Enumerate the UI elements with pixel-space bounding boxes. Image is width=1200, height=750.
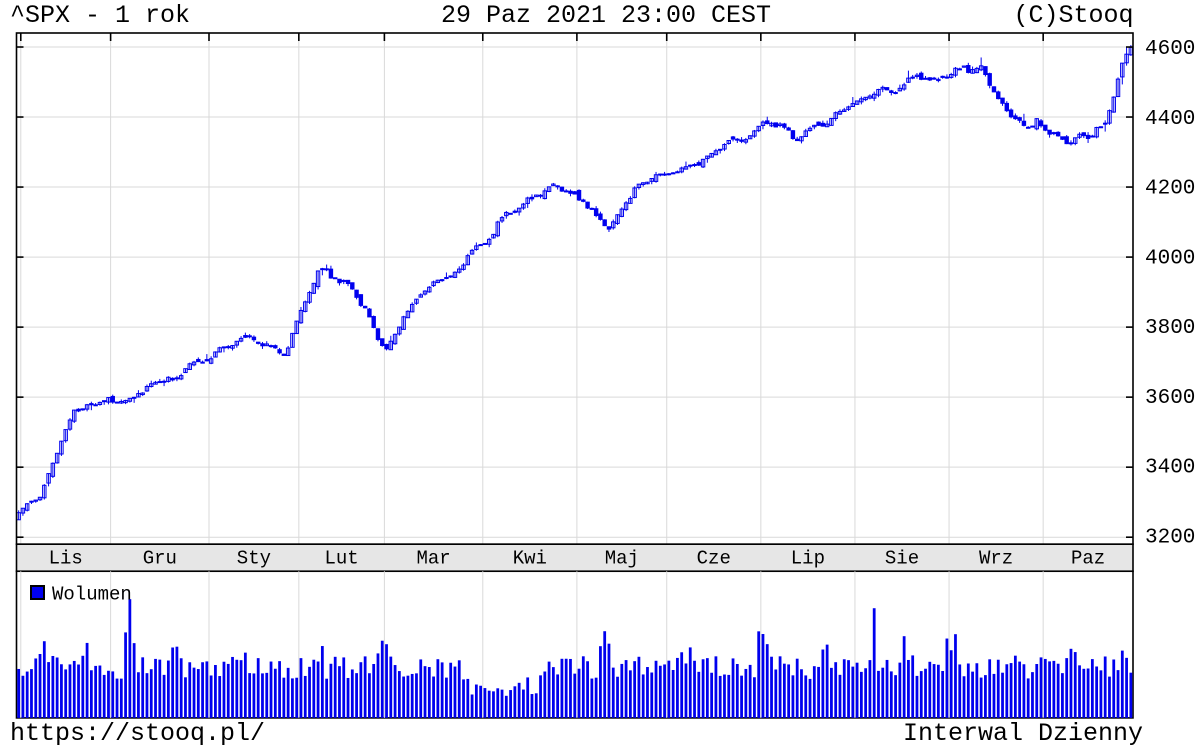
svg-text:Wrz: Wrz bbox=[979, 548, 1013, 570]
svg-text:3200: 3200 bbox=[1145, 527, 1195, 550]
svg-text:4200: 4200 bbox=[1145, 178, 1195, 201]
svg-text:3400: 3400 bbox=[1145, 457, 1195, 480]
svg-text:4400: 4400 bbox=[1145, 108, 1195, 131]
svg-text:4600: 4600 bbox=[1145, 38, 1195, 61]
svg-text:Lip: Lip bbox=[791, 548, 825, 570]
svg-text:3800: 3800 bbox=[1145, 317, 1195, 340]
svg-text:Sty: Sty bbox=[237, 548, 271, 570]
svg-text:Wolumen: Wolumen bbox=[52, 584, 132, 606]
svg-text:Lut: Lut bbox=[325, 548, 359, 570]
svg-text:Lis: Lis bbox=[49, 548, 83, 570]
svg-text:Kwi: Kwi bbox=[513, 548, 547, 570]
svg-text:Maj: Maj bbox=[605, 548, 639, 570]
svg-text:Sie: Sie bbox=[885, 548, 919, 570]
svg-text:Cze: Cze bbox=[697, 548, 731, 570]
svg-text:Gru: Gru bbox=[143, 548, 177, 570]
svg-text:Mar: Mar bbox=[416, 548, 450, 570]
svg-text:4000: 4000 bbox=[1145, 247, 1195, 270]
svg-text:Paz: Paz bbox=[1071, 548, 1105, 570]
svg-text:3600: 3600 bbox=[1145, 387, 1195, 410]
